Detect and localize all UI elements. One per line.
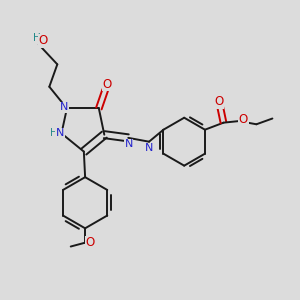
Text: N: N	[124, 139, 133, 149]
Text: N: N	[60, 102, 68, 112]
Text: O: O	[102, 78, 112, 91]
Text: N: N	[145, 143, 154, 153]
Text: N: N	[56, 128, 64, 138]
Text: H: H	[50, 128, 58, 138]
Text: O: O	[85, 236, 95, 249]
Text: O: O	[239, 113, 248, 126]
Text: O: O	[214, 95, 224, 108]
Text: O: O	[38, 34, 48, 47]
Text: H: H	[33, 32, 41, 43]
